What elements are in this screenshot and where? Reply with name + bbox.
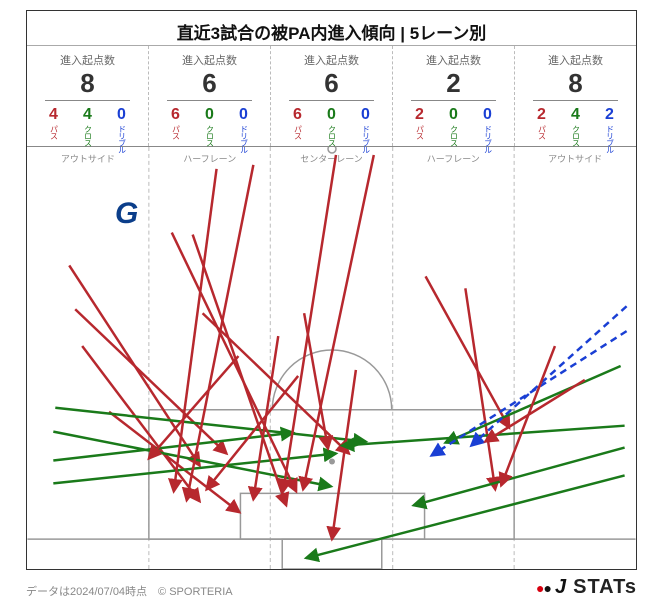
lane-stat-3: 進入起点数22パス0クロス0ドリブル [393,46,515,146]
lane-total-label: 進入起点数 [426,52,481,68]
lane-total-value: 6 [324,70,338,96]
footer: データは2024/07/04時点 © SPORTERIA ● ● J STATs [26,576,637,599]
team-logo: G [115,197,136,231]
lane-stats-row: 進入起点数84パス4クロス0ドリブル進入起点数66パス0クロス0ドリブル進入起点… [27,45,636,147]
brand-logo: ● ● J STATs [536,576,637,599]
brand-j: J [555,576,567,599]
footer-credit: データは2024/07/04時点 © SPORTERIA [26,583,233,599]
lane-stat-0: 進入起点数84パス4クロス0ドリブル [27,46,149,146]
lane-total-label: 進入起点数 [548,52,603,68]
chart-title: 直近3試合の被PA内進入傾向 | 5レーン別 [27,19,636,44]
brand-stats: STATs [573,576,637,599]
chart-frame: 直近3試合の被PA内進入傾向 | 5レーン別 進入起点数84パス4クロス0ドリブ… [26,10,637,570]
lane-total-value: 8 [80,70,94,96]
lane-stat-1: 進入起点数66パス0クロス0ドリブル [149,46,271,146]
arrow-cross-25 [306,475,624,558]
arrow-pass-16 [283,155,336,491]
lane-total-label: 進入起点数 [182,52,237,68]
lane-total-label: 進入起点数 [304,52,359,68]
lane-total-label: 進入起点数 [60,52,115,68]
chart-container: 直近3試合の被PA内進入傾向 | 5レーン別 進入起点数84パス4クロス0ドリブ… [0,0,663,611]
lane-stat-4: 進入起点数82パス4クロス2ドリブル [515,46,636,146]
brand-dot-black: ● [544,580,553,596]
arrow-pass-11 [187,165,254,500]
lane-total-value: 2 [446,70,460,96]
arrow-dribble-26 [471,306,626,445]
lane-stat-2: 進入起点数66パス0クロス0ドリブル [271,46,393,146]
lane-total-value: 6 [202,70,216,96]
lane-total-value: 8 [568,70,582,96]
arrow-pass-1 [75,309,226,453]
arrow-cross-24 [414,448,625,506]
arrow-dribble-27 [432,331,627,455]
arrows-group [53,155,626,558]
arrow-pass-21 [465,288,495,489]
